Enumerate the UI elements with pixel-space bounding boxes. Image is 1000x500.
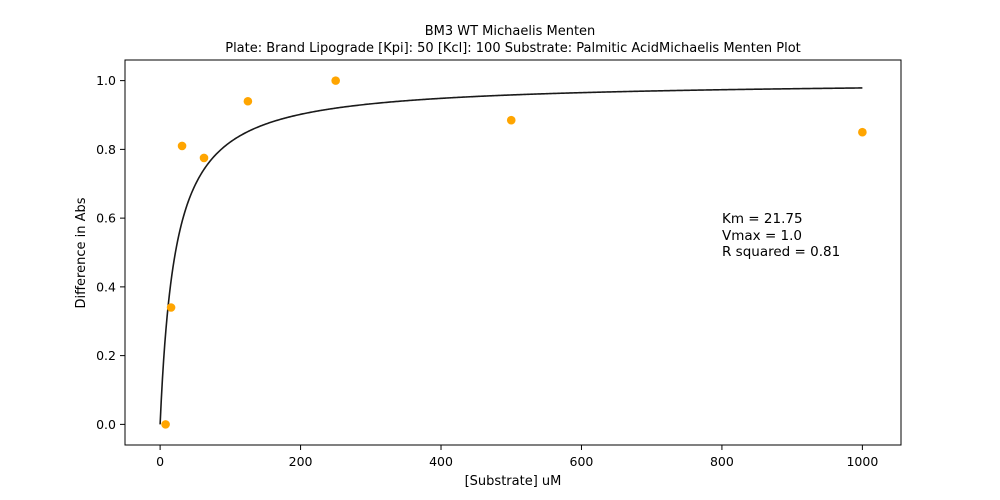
y-axis-ticks: 0.0 0.2 0.4 0.6 0.8 1.0: [96, 73, 125, 432]
data-points: [161, 76, 867, 429]
r-squared-annotation: R squared = 0.81: [722, 244, 840, 260]
x-tick-label: 400: [429, 454, 453, 469]
data-point: [243, 96, 253, 106]
y-tick-label: 0.6: [96, 211, 116, 226]
data-point: [177, 141, 187, 151]
data-point: [161, 420, 170, 429]
y-tick-label: 0.2: [96, 348, 116, 363]
data-point: [506, 115, 516, 125]
fit-curve-line: [159, 87, 863, 425]
x-tick-label: 800: [710, 454, 734, 469]
data-point: [166, 303, 176, 312]
y-tick-label: 1.0: [96, 73, 116, 88]
x-tick-label: 0: [156, 454, 164, 469]
chart-title: BM3 WT Michaelis Menten: [425, 24, 596, 39]
x-axis-ticks: 0 200 400 600 800 1000: [156, 445, 878, 469]
chart-subtitle: Plate: Brand Lipograde [Kpi]: 50 [Kcl]: …: [225, 41, 801, 56]
x-tick-label: 600: [570, 454, 594, 469]
y-tick-label: 0.4: [96, 279, 116, 294]
x-tick-label: 200: [289, 454, 313, 469]
data-point: [331, 76, 340, 85]
y-tick-label: 0.8: [96, 142, 116, 157]
km-annotation: Km = 21.75: [722, 211, 803, 227]
y-axis-label: Difference in Abs: [74, 197, 89, 308]
x-tick-label: 1000: [846, 454, 878, 469]
data-point: [199, 153, 209, 163]
plot-area-frame: [124, 59, 902, 446]
data-point: [858, 127, 867, 137]
vmax-annotation: Vmax = 1.0: [722, 228, 802, 244]
y-tick-label: 0.0: [96, 417, 116, 432]
x-axis-label: [Substrate] uM: [465, 474, 562, 489]
